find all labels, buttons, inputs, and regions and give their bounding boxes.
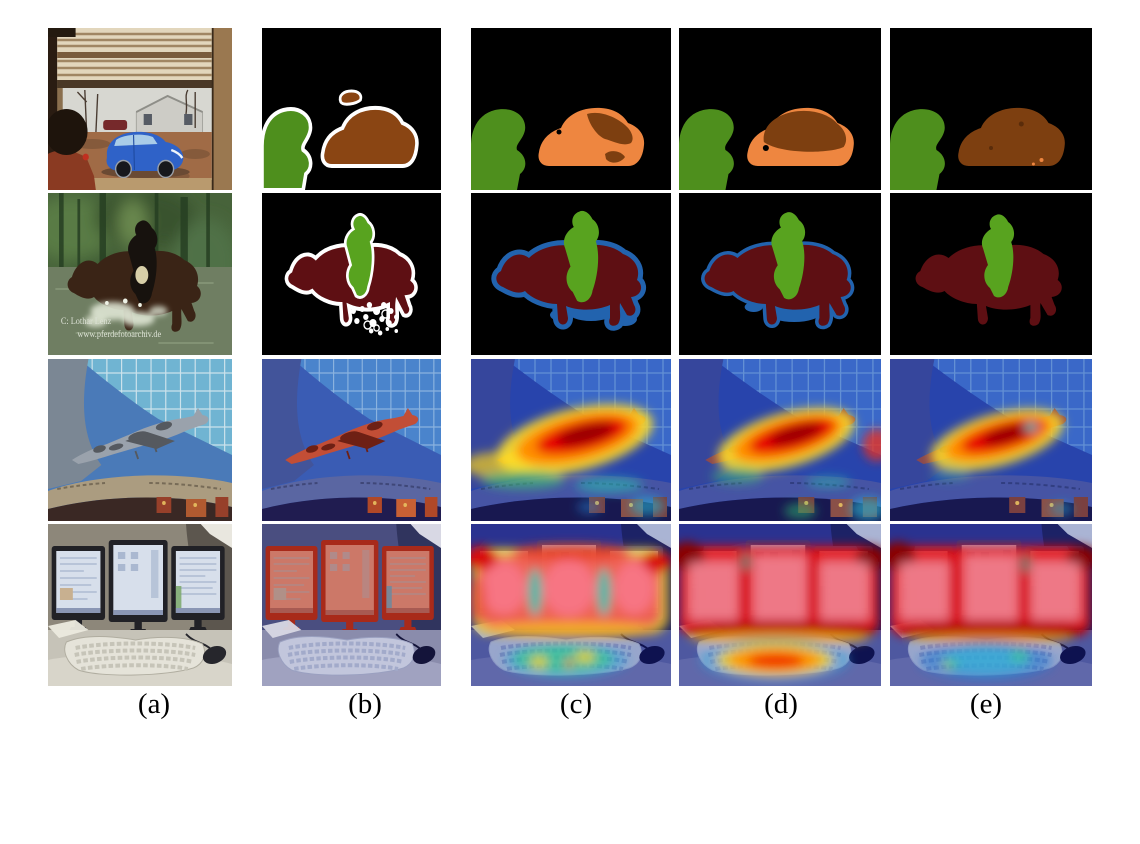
horse-photo (48, 193, 232, 355)
panel-r1-sce-pred (679, 28, 881, 190)
panel-r4-sce-dqce-heatmap (890, 524, 1092, 686)
column-label-b: (b) (348, 688, 382, 720)
monitors-sce-dqce-heatmap (890, 524, 1092, 686)
window-car-gt-mask (262, 28, 441, 190)
window-car-sce-dqce-mask (890, 28, 1092, 190)
column-label-a: (a) (137, 688, 171, 720)
figure-caption: Figure 4. Visualizations of GFS-Seg (top… (16, 734, 1134, 844)
panel-r4-gt-overlay (262, 524, 441, 686)
panel-r1-gt-mask (262, 28, 441, 190)
panel-r2-gt-mask (262, 193, 441, 355)
column-label-d: (d) (764, 688, 798, 720)
aircraft-sce-dqce-heatmap (890, 359, 1092, 521)
panel-r2-sce-pred (679, 193, 881, 355)
panel-r4-input-photo (48, 524, 232, 686)
aircraft-photo (48, 359, 232, 521)
panel-r2-input-photo (48, 193, 232, 355)
column-label-e: (e) (969, 688, 1003, 720)
monitors-photo (48, 524, 232, 686)
panel-r4-sce-heatmap (679, 524, 881, 686)
panel-r4-baseline-heatmap (471, 524, 671, 686)
monitors-sce-heatmap (679, 524, 881, 686)
window-car-sce-mask (679, 28, 881, 190)
aircraft-sce-heatmap (679, 359, 881, 521)
caption-line-1: Figure 4. Visualizations of GFS-Seg (top… (16, 832, 1134, 844)
panel-r1-sce-dqce-pred (890, 28, 1092, 190)
monitors-gt-overlay (262, 524, 441, 686)
panel-r3-input-photo (48, 359, 232, 521)
monitors-baseline-heatmap (471, 524, 671, 686)
column-label-c: (c) (559, 688, 593, 720)
panel-r1-input-photo (48, 28, 232, 190)
panel-r3-sce-dqce-heatmap (890, 359, 1092, 521)
panel-r3-baseline-heatmap (471, 359, 671, 521)
panel-r1-baseline-pred (471, 28, 671, 190)
window-car-baseline-mask (471, 28, 671, 190)
window-car-photo (48, 28, 232, 190)
panel-r3-gt-overlay (262, 359, 441, 521)
aircraft-gt-overlay (262, 359, 441, 521)
horse-gt-mask (262, 193, 441, 355)
panel-r2-sce-dqce-pred (890, 193, 1092, 355)
panel-r3-sce-heatmap (679, 359, 881, 521)
aircraft-baseline-heatmap (471, 359, 671, 521)
panel-r2-baseline-pred (471, 193, 671, 355)
horse-baseline-mask (471, 193, 671, 355)
horse-sce-dqce-mask (890, 193, 1092, 355)
horse-sce-mask (679, 193, 881, 355)
